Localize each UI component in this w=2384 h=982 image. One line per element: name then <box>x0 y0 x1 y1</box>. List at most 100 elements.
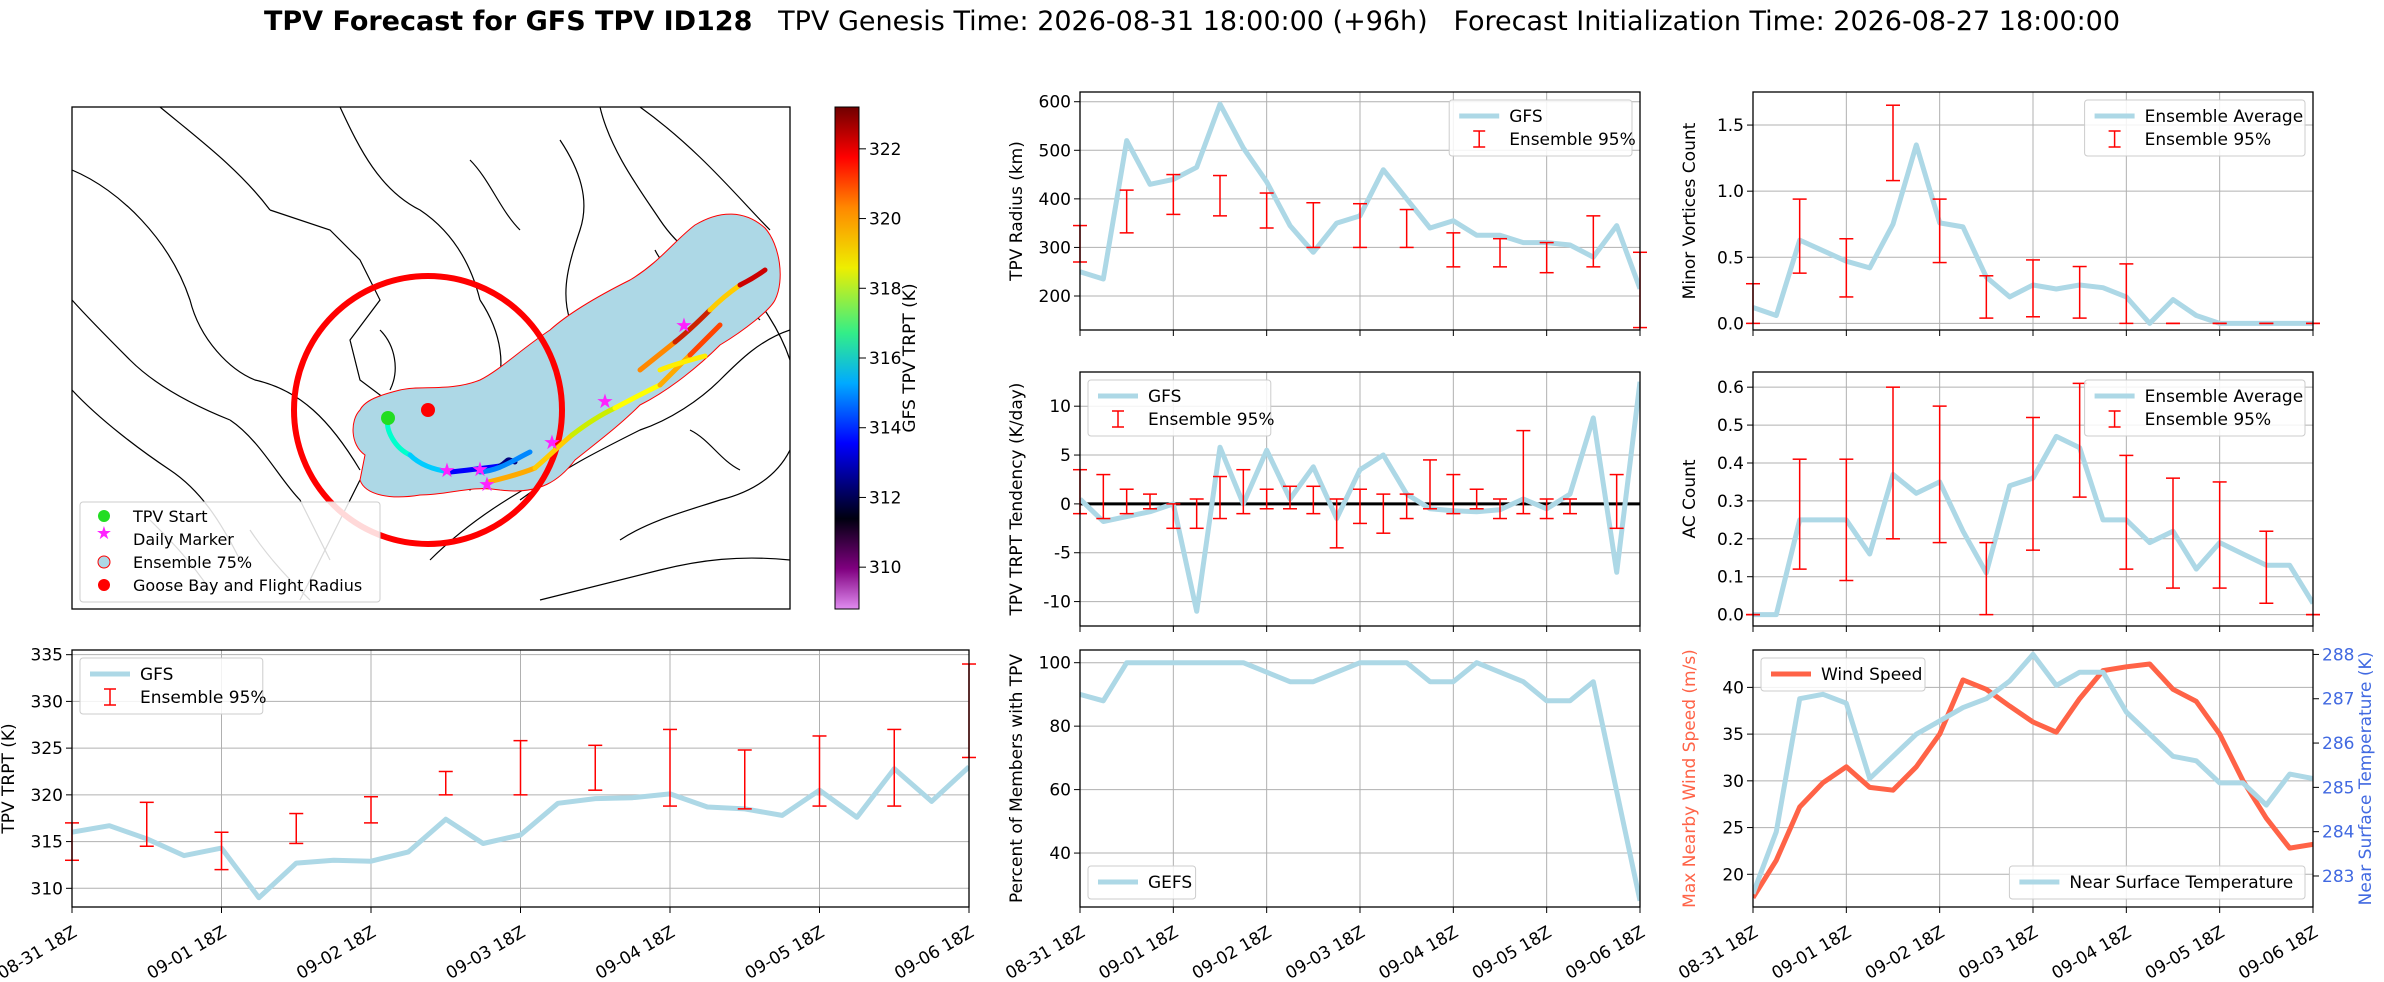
legend: GFS Ensemble 95% <box>1448 99 1636 157</box>
legend-label: Daily Marker <box>133 530 234 549</box>
legend-label: GFS <box>1509 107 1542 127</box>
y-tick-label: 310 <box>31 879 63 899</box>
legend: GFS Ensemble 95% <box>79 657 267 715</box>
axes-frame <box>1752 91 2314 331</box>
error-bar <box>1609 473 1624 530</box>
x-tick-label: 09-06 18Z <box>891 922 977 982</box>
legend-label: Ensemble 95% <box>2145 410 2272 430</box>
y-tick-label: 1.0 <box>1717 182 1744 202</box>
error-bar <box>2212 481 2227 589</box>
series-line <box>1753 651 2313 895</box>
map-content: ★ ★ ★ ★ ★ ★ <box>72 107 790 601</box>
y2-tick-label: 285 <box>2322 778 2354 798</box>
figure-title: TPV Forecast for GFS TPV ID128 TPV Genes… <box>0 6 2384 37</box>
error-bar <box>2026 416 2040 551</box>
colorbar-ticks: 310 312 314 316 318 320 322 <box>859 140 901 578</box>
y-tick-label: 0.0 <box>1717 606 1744 626</box>
title-main: TPV Forecast for GFS TPV ID128 <box>263 6 753 37</box>
y2-axis-label: Near Surface Temperature (K) <box>2356 652 2376 906</box>
x-tick-label: 09-02 18Z <box>1862 922 1948 982</box>
chart-tendency: -10 -5 0 5 10 TPV TRPT Tendency (K/day) GFS Ens… <box>1007 371 1641 632</box>
error-bar <box>1119 189 1134 234</box>
error-bar <box>1353 202 1367 249</box>
y2-tick-label: 287 <box>2322 690 2354 710</box>
error-bar <box>1563 498 1577 515</box>
error-bar <box>1932 198 1947 264</box>
error-bar <box>139 801 154 848</box>
x-tick-label: 08-31 18Z <box>1002 922 1088 982</box>
error-bar <box>1306 485 1321 515</box>
legend-label: Ensemble 95% <box>1509 130 1636 150</box>
error-bar <box>1446 232 1461 268</box>
error-bars <box>1746 104 2320 325</box>
x-tick-label: 09-06 18Z <box>2235 922 2321 982</box>
goose-bay-marker <box>421 403 435 417</box>
legend-label: Ensemble 75% <box>133 553 252 572</box>
y-tick-label: 0 <box>1060 495 1071 515</box>
legend-label: GFS <box>140 665 173 685</box>
error-bar <box>438 770 453 796</box>
y-tick-label: 20 <box>1722 865 1744 885</box>
error-bar <box>2166 477 2180 589</box>
y2-tick-label: 283 <box>2322 867 2354 887</box>
error-bar <box>1143 493 1157 510</box>
error-bar <box>1236 468 1251 515</box>
error-bar <box>289 812 304 845</box>
x-tick-label: 09-05 18Z <box>742 922 828 982</box>
error-bar <box>1516 429 1531 515</box>
x-tick-label: 09-04 18Z <box>2049 922 2135 982</box>
y-tick-label: 600 <box>1039 93 1071 113</box>
map-colorbar: 310 312 314 316 318 320 322 GFS TPV TRPT (K) <box>834 106 920 610</box>
x-tick-label: 09-04 18Z <box>592 922 678 982</box>
legend: Near Surface Temperature <box>2008 865 2306 900</box>
x-tick-label: 09-03 18Z <box>1282 922 1368 982</box>
error-bar <box>2026 259 2040 318</box>
y2-tick-label: 284 <box>2322 823 2354 843</box>
y-tick-label: 25 <box>1722 819 1744 839</box>
legend-label: Ensemble 95% <box>2145 130 2272 150</box>
error-bar <box>1166 173 1181 216</box>
error-bar <box>1886 386 1900 540</box>
error-bar <box>1213 174 1227 217</box>
y2-tick-label: 286 <box>2322 734 2354 754</box>
y-axis-label: TPV TRPT (K) <box>0 723 19 834</box>
x-tick-label: 08-31 18Z <box>1675 922 1761 982</box>
error-bar <box>1979 275 1994 319</box>
y-axis-label: AC Count <box>1680 459 1700 538</box>
series-line <box>1080 660 1640 902</box>
plot-area <box>1753 651 2313 900</box>
daily-marker: ★ <box>675 313 693 337</box>
flight-radius-circle <box>291 273 565 547</box>
axes-frame <box>1079 649 1641 908</box>
error-bar <box>1493 498 1507 520</box>
error-bar <box>1839 238 1854 298</box>
y-tick-label: 200 <box>1039 287 1071 307</box>
legend-label: GEFS <box>1148 873 1192 893</box>
title-init: Forecast Initialization Time: 2026-08-27… <box>1453 6 2121 37</box>
colorbar-tick-label: 310 <box>869 558 901 578</box>
map-panel: ★ ★ ★ ★ ★ ★ ★ TPV Start Daily Marker Ens… <box>71 106 920 610</box>
y-tick-label: 0.5 <box>1717 416 1744 436</box>
legend-label: Near Surface Temperature <box>2069 873 2293 893</box>
y-tick-label: -10 <box>1043 593 1071 613</box>
y-tick-label: 335 <box>31 646 63 666</box>
daily-marker: ★ <box>478 472 496 496</box>
error-bars <box>1073 173 1647 329</box>
y-axis-label: TPV TRPT Tendency (K/day) <box>1007 383 1027 617</box>
y-tick-label: 1.5 <box>1717 116 1744 136</box>
chart-wind_temp: 08-31 18Z 09-01 18Z 09-02 18Z 09-03 18Z 09-0… <box>1675 645 2376 982</box>
x-tick-label: 09-06 18Z <box>1562 922 1648 982</box>
error-bar <box>1259 488 1274 510</box>
y-tick-label: 330 <box>31 692 63 712</box>
y-tick-label: 500 <box>1039 141 1071 161</box>
x-tick-label: 09-05 18Z <box>1469 922 1555 982</box>
error-bar <box>663 728 677 807</box>
y-tick-label: 400 <box>1039 190 1071 210</box>
colorbar-tick-label: 312 <box>869 488 901 508</box>
y-tick-label: 325 <box>31 739 63 759</box>
legend-label: Ensemble 95% <box>1148 410 1275 430</box>
legend-goose-bay-icon <box>98 579 110 591</box>
chart-ac: 0.0 0.1 0.2 0.3 0.4 0.5 0.6 AC Count Ensemble Av… <box>1680 371 2320 632</box>
error-bar <box>1539 498 1554 520</box>
error-bar <box>1283 485 1297 510</box>
